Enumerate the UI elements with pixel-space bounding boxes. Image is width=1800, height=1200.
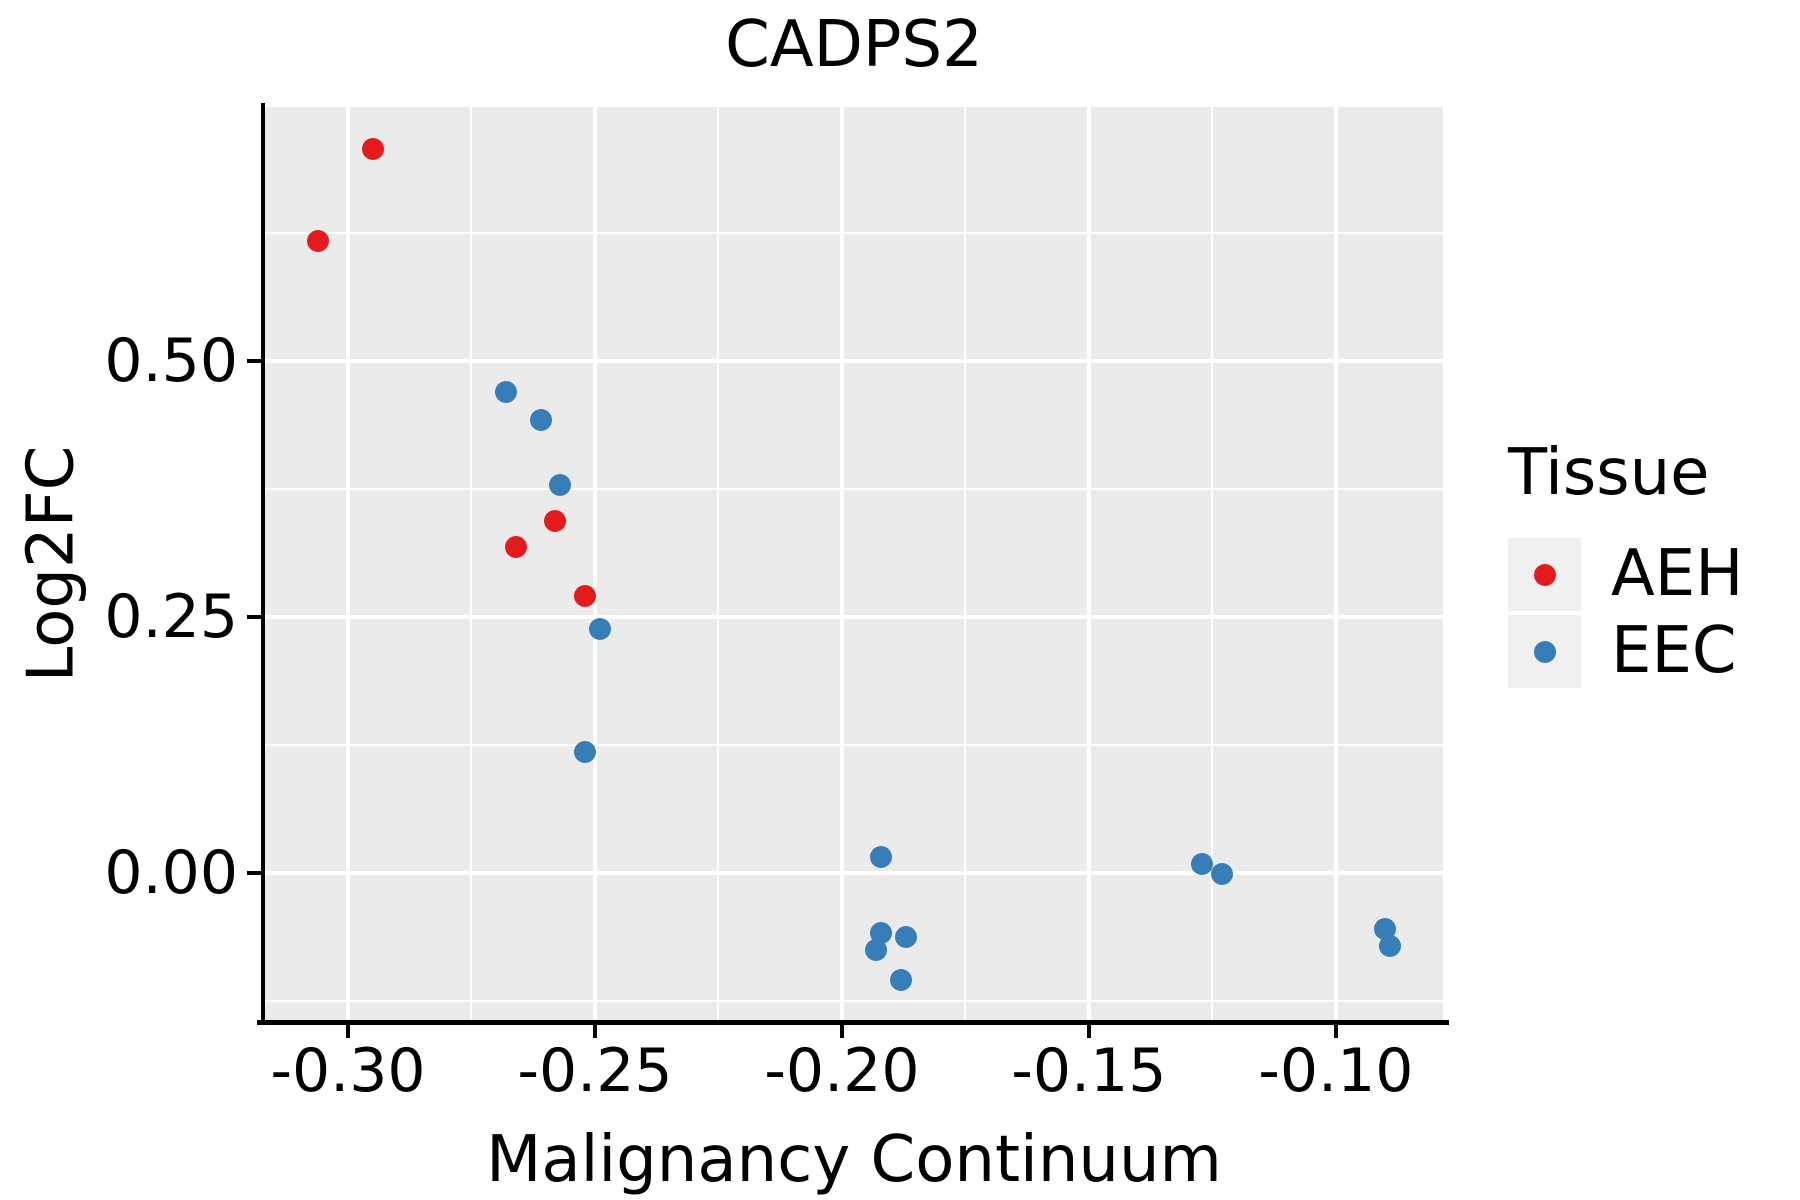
y-minor-gridline (265, 231, 1443, 234)
legend-key-box-eec (1508, 615, 1581, 688)
x-major-gridline (1086, 107, 1091, 1020)
data-point-aeh (307, 230, 330, 253)
data-point-eec (870, 845, 893, 868)
x-tick-mark (345, 1025, 350, 1038)
x-minor-gridline (470, 107, 473, 1020)
legend: Tissue AEH EEC (1508, 436, 1743, 692)
x-tick-label: -0.15 (1011, 1036, 1167, 1106)
y-minor-gridline (265, 999, 1443, 1002)
x-tick-mark (1333, 1025, 1338, 1038)
y-major-gridline (265, 614, 1443, 619)
data-point-eec (890, 969, 913, 992)
x-major-gridline (839, 107, 844, 1020)
data-point-eec (1191, 852, 1214, 875)
plot-title: CADPS2 (725, 8, 983, 82)
data-point-eec (529, 409, 552, 432)
data-point-eec (1379, 934, 1402, 957)
legend-item-eec: EEC (1508, 615, 1743, 688)
x-tick-mark (839, 1025, 844, 1038)
data-point-eec (549, 473, 572, 496)
x-axis-line (257, 1020, 1449, 1025)
y-tick-label: 0.25 (104, 581, 238, 652)
x-minor-gridline (1211, 107, 1214, 1020)
y-tick-mark (247, 870, 261, 875)
legend-swatch-eec-icon (1533, 640, 1556, 663)
data-point-aeh (574, 585, 597, 608)
x-major-gridline (345, 107, 350, 1020)
x-tick-label: -0.30 (270, 1036, 426, 1106)
data-point-aeh (544, 509, 567, 532)
x-major-gridline (1333, 107, 1338, 1020)
y-tick-label: 0.00 (104, 837, 238, 908)
y-minor-gridline (265, 487, 1443, 490)
data-point-aeh (361, 137, 384, 160)
data-point-eec (895, 926, 918, 949)
data-point-eec (588, 618, 611, 641)
x-tick-mark (1086, 1025, 1091, 1038)
y-tick-label: 0.50 (104, 325, 238, 396)
x-tick-mark (592, 1025, 597, 1038)
legend-title: Tissue (1508, 436, 1710, 510)
y-minor-gridline (265, 743, 1443, 746)
x-tick-label: -0.25 (517, 1036, 673, 1106)
legend-key-box-aeh (1508, 538, 1581, 611)
y-tick-mark (247, 358, 261, 363)
x-major-gridline (592, 107, 597, 1020)
x-minor-gridline (964, 107, 967, 1020)
data-point-aeh (504, 536, 527, 559)
plot-panel (265, 107, 1443, 1020)
legend-swatch-aeh-icon (1533, 563, 1556, 586)
x-minor-gridline (717, 107, 720, 1020)
data-point-eec (1211, 862, 1234, 885)
legend-item-aeh: AEH (1508, 538, 1743, 611)
data-point-eec (865, 938, 888, 961)
data-point-eec (574, 741, 597, 764)
x-tick-label: -0.20 (764, 1036, 920, 1106)
legend-label-eec: EEC (1611, 614, 1737, 688)
y-major-gridline (265, 870, 1443, 875)
legend-label-aeh: AEH (1611, 537, 1744, 611)
x-tick-label: -0.10 (1258, 1036, 1414, 1106)
y-major-gridline (265, 358, 1443, 363)
y-axis-line (261, 103, 265, 1025)
y-tick-mark (247, 614, 261, 619)
data-point-eec (495, 380, 518, 403)
x-axis-title: Malignancy Continuum (486, 1123, 1222, 1197)
